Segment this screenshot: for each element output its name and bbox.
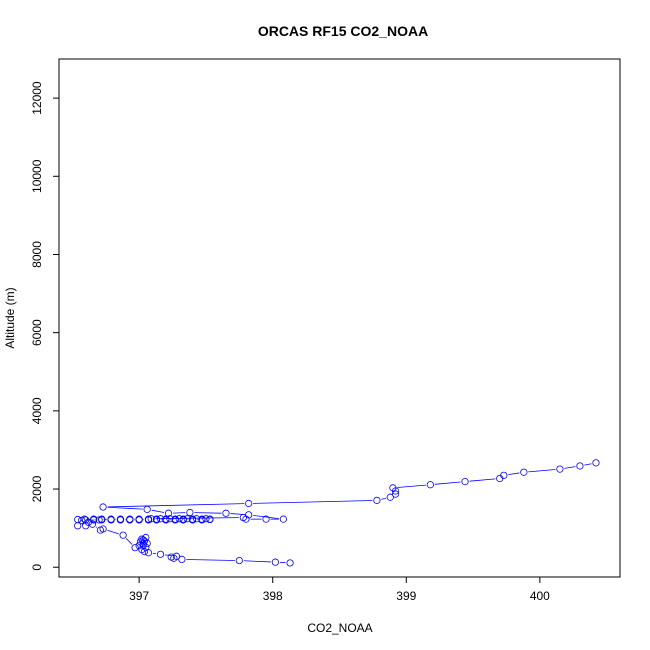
data-point	[179, 515, 187, 523]
series-line-segment	[107, 506, 143, 510]
series-line-segment	[434, 481, 461, 485]
series-line-segment	[508, 472, 520, 476]
data-point	[166, 515, 174, 523]
data-point	[178, 555, 186, 564]
data-point	[131, 544, 139, 552]
data-point	[156, 550, 165, 558]
data-point	[556, 465, 564, 473]
data-point	[183, 515, 191, 523]
data-point	[186, 508, 194, 517]
data-point	[167, 553, 175, 561]
data-point	[135, 542, 143, 550]
data-point	[389, 484, 397, 492]
y-tick-label: 8000	[30, 241, 44, 268]
series-line-segment	[155, 517, 239, 520]
data-point	[391, 490, 400, 498]
data-point	[95, 516, 103, 524]
series-line-segment	[151, 509, 165, 513]
data-point	[142, 533, 150, 542]
y-tick-label: 12000	[30, 81, 44, 115]
data-point	[119, 531, 127, 539]
data-point	[80, 515, 88, 523]
data-point	[386, 493, 394, 501]
data-point	[245, 511, 253, 519]
x-axis: 397 398 399 400	[129, 577, 550, 603]
data-point	[162, 515, 170, 523]
data-point	[96, 526, 105, 534]
data-point	[188, 515, 197, 523]
data-point	[164, 509, 173, 517]
data-point	[139, 540, 147, 548]
data-point	[116, 515, 125, 523]
data-point	[206, 515, 214, 523]
x-tick-label: 398	[263, 589, 283, 603]
series-line-segment	[253, 514, 279, 519]
y-axis: 0 2000 4000 6000 8000 10000 12000	[30, 81, 59, 571]
data-point	[198, 515, 206, 523]
data-point	[144, 515, 153, 523]
series-line-segment	[194, 512, 222, 514]
chart-title: ORCAS RF15 CO2_NOAA	[258, 23, 428, 39]
y-tick-label: 6000	[30, 319, 44, 346]
data-point	[271, 558, 279, 566]
data-point	[82, 516, 90, 524]
data-point	[279, 515, 287, 523]
y-tick-label: 10000	[30, 159, 44, 193]
data-series	[74, 459, 600, 567]
series-line-segment	[584, 463, 592, 466]
data-point	[156, 515, 165, 523]
series-line-segment	[95, 526, 98, 528]
y-tick-label: 2000	[30, 475, 44, 502]
data-point	[235, 556, 243, 565]
data-point	[107, 515, 115, 523]
series-line-segment	[381, 497, 386, 500]
x-tick-label: 397	[129, 589, 149, 603]
data-point	[126, 515, 134, 523]
series-line-segment	[107, 503, 245, 508]
data-point	[147, 515, 155, 523]
data-point	[262, 515, 270, 523]
x-tick-label: 400	[530, 589, 550, 603]
data-point	[90, 515, 98, 523]
data-point	[88, 520, 96, 528]
y-tick-label: 4000	[30, 397, 44, 424]
data-point	[373, 496, 381, 504]
x-tick-label: 399	[396, 589, 416, 603]
series-line-segment	[107, 529, 119, 535]
series-line-segment	[125, 538, 133, 545]
data-point	[98, 515, 106, 523]
series-line-segment	[186, 559, 235, 561]
data-point	[143, 505, 151, 513]
series-line-segment	[564, 466, 576, 469]
series-line-segment	[469, 478, 496, 482]
data-point	[461, 478, 469, 486]
data-point	[171, 515, 179, 523]
y-axis-label: Altitude (m)	[3, 287, 17, 348]
data-point	[592, 459, 600, 467]
data-point	[576, 462, 584, 470]
data-point	[426, 481, 434, 489]
data-point	[500, 471, 508, 479]
series-line-segment	[397, 484, 426, 488]
data-point	[192, 515, 201, 523]
y-tick-label: 0	[30, 564, 44, 571]
data-point	[99, 503, 107, 511]
data-point	[520, 468, 528, 476]
series-line-segment	[253, 500, 373, 504]
data-point	[245, 499, 253, 508]
x-axis-label: CO2_NOAA	[307, 621, 372, 635]
plot-frame	[58, 58, 621, 578]
series-line-segment	[243, 560, 271, 563]
data-point	[222, 509, 230, 517]
data-point	[202, 515, 210, 523]
data-point	[172, 552, 181, 560]
series-line-segment	[528, 469, 556, 473]
data-point	[135, 515, 143, 523]
data-point	[175, 515, 183, 523]
data-point	[286, 559, 294, 567]
data-point	[152, 515, 161, 523]
